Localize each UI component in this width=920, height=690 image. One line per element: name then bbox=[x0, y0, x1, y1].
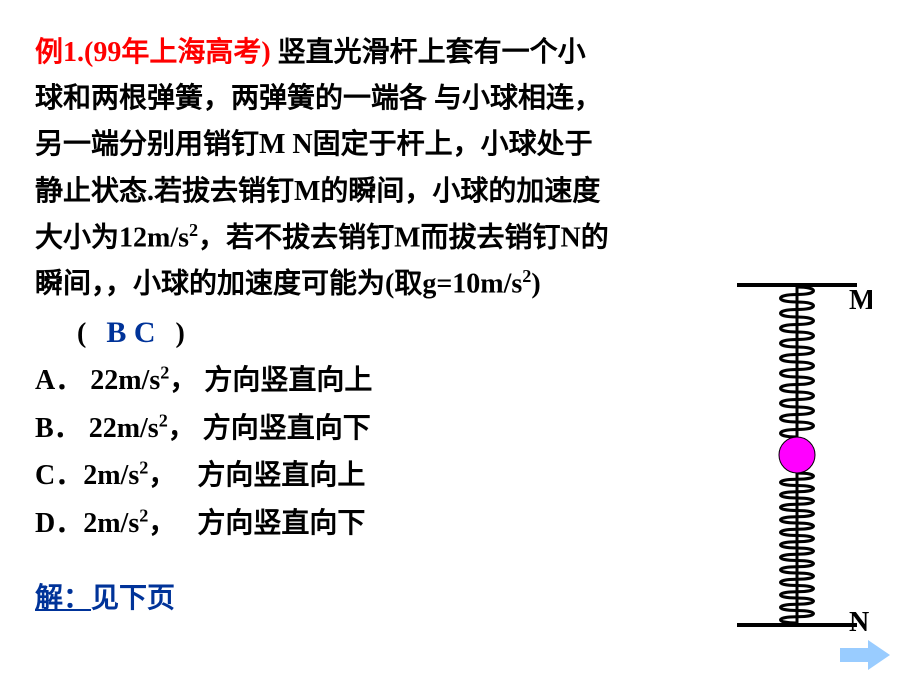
problem-text: 例1.(99年上海高考) 竖直光滑杆上套有一个小球和两根弹簧，两弹簧的一端各 与… bbox=[35, 30, 610, 357]
next-arrow-icon[interactable] bbox=[840, 640, 890, 670]
spring-diagram: MN bbox=[722, 275, 872, 645]
svg-text:M: M bbox=[849, 285, 872, 316]
option-b: B． 22m/s2， 方向竖直向下 bbox=[35, 405, 610, 453]
svg-text:N: N bbox=[849, 607, 869, 638]
option-c: C．2m/s2， 方向竖直向上 bbox=[35, 452, 610, 500]
answer-text: B C bbox=[100, 316, 161, 349]
option-d: D．2m/s2， 方向竖直向下 bbox=[35, 500, 610, 548]
solution-link[interactable]: 解： bbox=[35, 583, 91, 614]
option-a: A． 22m/s2， 方向竖直向上 bbox=[35, 357, 610, 405]
example-label: 例1.(99年上海高考) bbox=[35, 37, 271, 68]
solution-text: 见下页 bbox=[91, 583, 175, 614]
